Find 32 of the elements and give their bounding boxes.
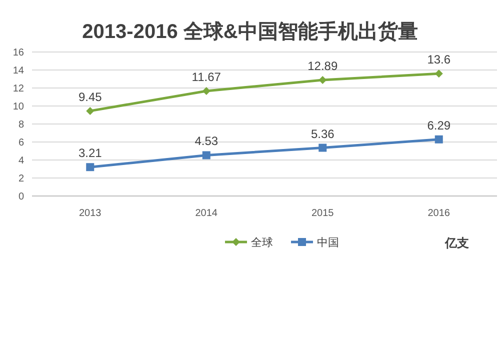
data-label: 9.45	[78, 90, 102, 104]
point	[202, 151, 210, 160]
y-tick-label: 16	[12, 48, 24, 58]
data-label: 5.36	[310, 126, 335, 141]
y-tick-label: 0	[18, 192, 24, 202]
data-label: 6.29	[427, 118, 451, 132]
x-tick-label: 2015	[312, 208, 334, 219]
x-tick-label: 2014	[195, 208, 218, 219]
data-label: 11.67	[192, 70, 222, 84]
chart-title: 2013-2016 全球&中国智能手机出货量	[82, 20, 418, 43]
data-label: 12.89	[308, 58, 338, 73]
y-tick-label: 10	[12, 102, 24, 112]
x-tick-label: 2016	[428, 208, 450, 219]
point	[434, 135, 443, 144]
y-tick-label: 4	[18, 156, 24, 166]
data-label: 3.21	[78, 146, 102, 160]
point	[86, 163, 94, 172]
point	[318, 144, 327, 152]
point	[86, 106, 94, 115]
data-label: 13.6	[427, 52, 451, 67]
point	[202, 86, 210, 95]
y-tick-label: 14	[12, 66, 24, 76]
y-tick-label: 12	[12, 84, 24, 94]
point	[434, 70, 443, 78]
y-tick-label: 2	[18, 174, 24, 184]
y-tick-label: 8	[18, 120, 24, 130]
x-tick-label: 2013	[79, 208, 102, 219]
legend-label: 中国	[317, 236, 339, 249]
y-tick-label: 6	[18, 138, 24, 148]
legend-label: 全球	[251, 236, 273, 249]
data-label: 4.53	[194, 134, 218, 148]
text: 亿支	[444, 236, 469, 250]
